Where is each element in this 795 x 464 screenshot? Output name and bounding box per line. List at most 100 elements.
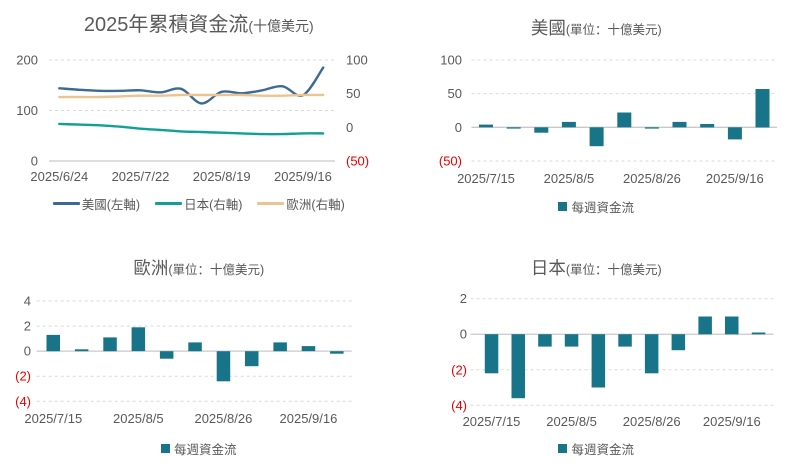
bar — [245, 351, 259, 367]
x-axis-tick-label: 2025/7/15 — [457, 171, 515, 186]
chart-title-unit: (單位：十億美元) — [565, 263, 662, 277]
left-axis-tick-label: 100 — [16, 103, 38, 118]
bar — [188, 342, 202, 352]
chart-title-main: 歐洲 — [133, 258, 169, 278]
japan-bar-chart-legend: 每週資金流 — [398, 439, 795, 458]
bar — [755, 89, 769, 128]
bar — [644, 127, 659, 129]
bar — [131, 327, 146, 352]
x-axis-tick-label: 2025/9/16 — [705, 171, 763, 186]
panel-japan-weekly-flow-bar-chart: 日本(單位：十億美元) 2 0 (2) (4) 2025/7/15 2025/8/5 202… — [398, 232, 795, 464]
series-line-1 — [58, 122, 325, 136]
legend-label: 每週資金流 — [571, 201, 634, 215]
chart-title-main: 2025年累積資金流 — [83, 14, 249, 36]
bar — [506, 127, 521, 129]
y-axis-tick-label: (2) — [15, 369, 31, 384]
legend-item-weekly-flow: 每週資金流 — [558, 197, 634, 216]
panel-cumulative-flow-line-chart: 2025年累積資金流(十億美元) 200 100 0 100 50 0 (50) 2025/6… — [0, 0, 398, 232]
legend-item-weekly-flow: 每週資金流 — [160, 439, 237, 458]
x-axis-tick-label: 2025/8/26 — [622, 171, 680, 186]
x-axis-tick-label: 2025/8/19 — [193, 169, 251, 184]
bar — [216, 351, 231, 382]
bar — [484, 334, 498, 374]
x-axis-tick-label: 2025/8/26 — [622, 414, 680, 429]
x-axis-tick-label: 2025/6/24 — [30, 169, 88, 184]
right-axis-tick-label: 0 — [346, 120, 353, 135]
legend-line-swatch — [257, 202, 285, 205]
legend-label: 每週資金流 — [173, 443, 237, 457]
bar — [697, 316, 712, 335]
bar — [591, 334, 605, 388]
chart-canvas: 200 100 0 100 50 0 (50) 2025/6/24 2025/7/22 2025/… — [16, 53, 369, 185]
legend-square-swatch — [558, 444, 568, 453]
x-axis-tick-label: 2025/8/5 — [113, 411, 164, 426]
us-bar-chart-legend: 每週資金流 — [398, 197, 795, 216]
legend-label: 歐洲(右軸) — [286, 198, 345, 212]
legend-label: 每週資金流 — [571, 443, 634, 457]
bar — [511, 334, 525, 399]
y-axis-tick-label: (4) — [451, 398, 467, 413]
bar — [478, 124, 493, 128]
bar — [724, 316, 738, 335]
y-axis-tick-label: 50 — [447, 86, 461, 101]
x-axis-tick-label: 2025/8/5 — [546, 414, 597, 429]
chart-title-main: 日本 — [530, 258, 566, 278]
bar — [103, 337, 117, 352]
chart-title-cumulative: 2025年累積資金流(十億美元) — [0, 15, 398, 36]
series-line-0 — [58, 66, 325, 105]
legend-item-2: 歐洲(右軸) — [257, 194, 345, 213]
legend-line-swatch — [52, 202, 80, 205]
x-axis-tick-label: 2025/7/22 — [112, 169, 170, 184]
x-axis-tick-label: 2025/7/15 — [462, 414, 520, 429]
right-axis-tick-label: 100 — [346, 53, 368, 68]
legend-label: 美國(左軸) — [81, 198, 141, 212]
bar — [273, 342, 287, 352]
bar — [564, 334, 578, 347]
bar — [589, 127, 604, 147]
legend-square-swatch — [558, 202, 568, 211]
legend-line-swatch — [155, 202, 183, 205]
chart-title-main: 美國 — [530, 18, 566, 38]
legend-square-swatch — [160, 444, 170, 453]
x-axis-tick-label: 2025/9/16 — [280, 411, 338, 426]
chart-canvas: 4 2 0 (2) (4) 2025/7/15 2025/8/5 2025/8/26 2025/… — [15, 294, 352, 426]
y-axis-tick-label: 100 — [440, 53, 462, 68]
chart-title-unit: (十億美元) — [248, 18, 314, 34]
bar — [671, 334, 685, 351]
bar — [672, 121, 686, 128]
y-axis-tick-label: 2 — [24, 319, 31, 334]
bar — [616, 112, 631, 128]
x-axis-tick-label: 2025/7/15 — [24, 411, 82, 426]
bar — [727, 127, 742, 140]
bar — [533, 127, 548, 133]
chart-title-unit: (單位：十億美元) — [168, 263, 265, 277]
x-axis-tick-label: 2025/8/26 — [194, 411, 252, 426]
y-axis-tick-label: (50) — [438, 154, 461, 169]
bar — [751, 332, 765, 335]
line-chart-legend: 美國(左軸) 日本(右軸) 歐洲(右軸) — [0, 194, 398, 213]
legend-item-0: 美國(左軸) — [52, 194, 141, 213]
bar — [74, 349, 89, 352]
y-axis-tick-label: 4 — [24, 294, 31, 309]
x-axis-tick-label: 2025/9/16 — [274, 169, 332, 184]
legend-item-1: 日本(右軸) — [155, 194, 242, 213]
right-axis-tick-label: 50 — [346, 86, 360, 101]
chart-title-europe: 歐洲(單位：十億美元) — [0, 259, 398, 277]
chart-canvas: 100 50 0 (50) 2025/7/15 2025/8/5 2025/8/26 2025… — [438, 53, 777, 186]
bar — [330, 351, 344, 354]
bar — [644, 334, 658, 374]
chart-title-unit: (單位：十億美元) — [565, 23, 662, 37]
bar — [537, 334, 552, 347]
y-axis-tick-label: (4) — [15, 394, 31, 409]
right-axis-tick-label: (50) — [346, 154, 369, 169]
y-axis-tick-label: 0 — [24, 344, 31, 359]
legend-item-weekly-flow: 每週資金流 — [558, 439, 634, 458]
y-axis-tick-label: 2 — [459, 291, 466, 306]
y-axis-tick-label: 0 — [459, 327, 466, 342]
chart-title-us: 美國(單位：十億美元) — [398, 19, 795, 37]
chart-canvas: 2 0 (2) (4)2025/7/15 2025/8/5 2025/8/26 2025/9… — [451, 291, 773, 429]
x-axis-tick-label: 2025/9/16 — [702, 414, 760, 429]
bar — [699, 124, 714, 128]
legend-label: 日本(右軸) — [184, 198, 243, 212]
